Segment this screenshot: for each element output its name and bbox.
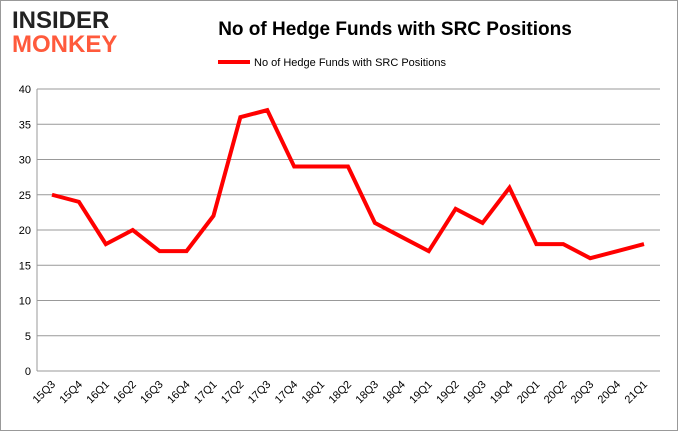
legend: No of Hedge Funds with SRC Positions: [218, 57, 446, 69]
logo-line2: MONKEY: [12, 31, 117, 58]
chart-title: No of Hedge Funds with SRC Positions: [218, 19, 572, 40]
y-tick-label: 35: [19, 119, 31, 131]
y-tick-label: 25: [19, 190, 31, 202]
y-tick-label: 30: [19, 155, 31, 167]
logo: INSIDER MONKEY: [12, 7, 117, 58]
y-tick-label: 20: [19, 225, 31, 237]
y-tick-label: 15: [19, 260, 31, 272]
y-tick-label: 5: [25, 331, 31, 343]
y-tick-label: 0: [25, 366, 31, 378]
legend-label: No of Hedge Funds with SRC Positions: [254, 57, 446, 69]
y-tick-label: 40: [19, 84, 31, 96]
y-tick-label: 10: [19, 296, 31, 308]
logo-line1: INSIDER: [12, 7, 109, 34]
